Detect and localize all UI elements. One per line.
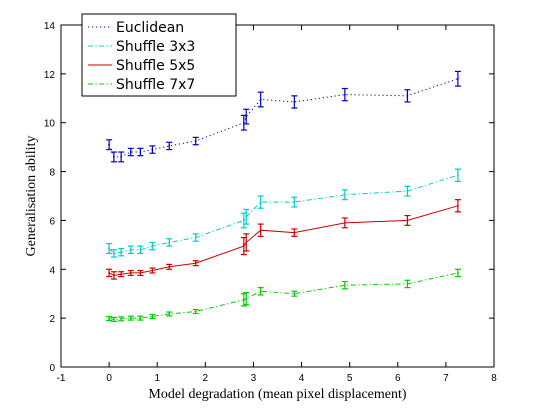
series-shuffle-7x7: [106, 268, 461, 322]
data-point: [194, 310, 197, 313]
data-point: [259, 290, 262, 293]
data-point: [108, 247, 111, 250]
data-point: [406, 94, 409, 97]
x-axis-title: Model degradation (mean pixel displaceme…: [148, 387, 406, 402]
data-point: [194, 236, 197, 239]
data-point: [151, 245, 154, 247]
data-point: [293, 101, 296, 103]
data-point: [139, 151, 142, 153]
x-tick-label: 7: [443, 373, 449, 384]
data-point: [242, 298, 245, 301]
data-point: [120, 156, 123, 158]
y-tick-label: 4: [49, 265, 55, 276]
data-point: [293, 292, 296, 295]
data-point: [120, 317, 123, 320]
data-point: [245, 215, 248, 218]
y-tick-label: 0: [49, 363, 55, 374]
data-point: [139, 248, 142, 251]
x-tick-label: 2: [203, 373, 209, 384]
y-tick-label: 10: [44, 119, 56, 130]
data-point: [151, 315, 154, 318]
data-point: [151, 148, 154, 151]
data-point: [245, 241, 248, 244]
data-point: [129, 248, 132, 251]
legend-label: Euclidean: [116, 20, 184, 36]
data-point: [168, 265, 171, 268]
data-point: [293, 201, 296, 204]
data-point: [120, 251, 123, 254]
data-point: [168, 241, 171, 244]
legend-label: Shuffle 3x3: [116, 39, 195, 55]
y-tick-label: 6: [49, 216, 55, 227]
data-point: [151, 269, 154, 272]
data-point: [259, 201, 262, 204]
data-point: [108, 143, 111, 146]
x-tick-label: 4: [299, 373, 305, 384]
data-point: [113, 318, 115, 321]
data-point: [406, 219, 409, 222]
x-tick-label: 0: [106, 373, 112, 384]
data-point: [406, 190, 409, 193]
data-point: [343, 221, 346, 224]
y-tick-label: 2: [49, 314, 55, 325]
x-tick-label: 8: [491, 373, 497, 384]
data-point: [108, 272, 111, 274]
data-point: [457, 77, 459, 80]
data-point: [113, 156, 115, 158]
data-point: [139, 272, 142, 274]
data-point: [293, 231, 296, 234]
data-point: [168, 145, 171, 147]
series-euclidean: [106, 70, 461, 163]
data-point: [457, 204, 459, 207]
data-point: [245, 115, 248, 118]
data-point: [343, 93, 346, 96]
x-tick-label: 3: [251, 373, 257, 384]
legend: Euclidean Shuffle 3x3 Shuffle 5x5 Shuffle 7…: [81, 13, 237, 97]
data-point: [457, 272, 459, 274]
data-point: [129, 151, 132, 153]
data-point: [168, 313, 171, 315]
data-point: [259, 229, 262, 232]
data-point: [242, 245, 245, 247]
legend-label: Shuffle 7x7: [116, 77, 195, 93]
series-layer: [106, 70, 461, 322]
data-point: [194, 140, 197, 142]
data-point: [343, 284, 346, 287]
y-tick-label: 12: [44, 70, 56, 81]
data-point: [406, 283, 409, 285]
data-point: [108, 317, 111, 320]
y-tick-label: 14: [44, 21, 56, 32]
x-tick-label: 6: [395, 373, 401, 384]
data-point: [194, 262, 197, 265]
y-tick-label: 8: [49, 168, 55, 179]
legend-box: [81, 13, 237, 97]
series-shuffle-3x3: [106, 168, 461, 258]
data-point: [113, 274, 115, 277]
data-point: [343, 193, 346, 196]
series-line-shuffle-7x7: [109, 272, 459, 320]
data-point: [242, 121, 245, 124]
data-point: [245, 297, 248, 300]
data-point: [259, 98, 262, 101]
data-point: [129, 272, 132, 274]
series-shuffle-5x5: [106, 199, 461, 280]
x-tick-label: 5: [347, 373, 353, 384]
x-tick-label: 1: [154, 373, 160, 384]
data-point: [129, 317, 132, 320]
data-point: [139, 317, 142, 320]
y-axis-title: Generalisation ability: [24, 136, 39, 257]
data-point: [113, 252, 115, 255]
data-point: [457, 174, 459, 177]
x-tick-label: -1: [57, 373, 66, 384]
data-point: [120, 273, 123, 276]
data-point: [242, 219, 245, 222]
legend-label: Shuffle 5x5: [116, 58, 195, 74]
